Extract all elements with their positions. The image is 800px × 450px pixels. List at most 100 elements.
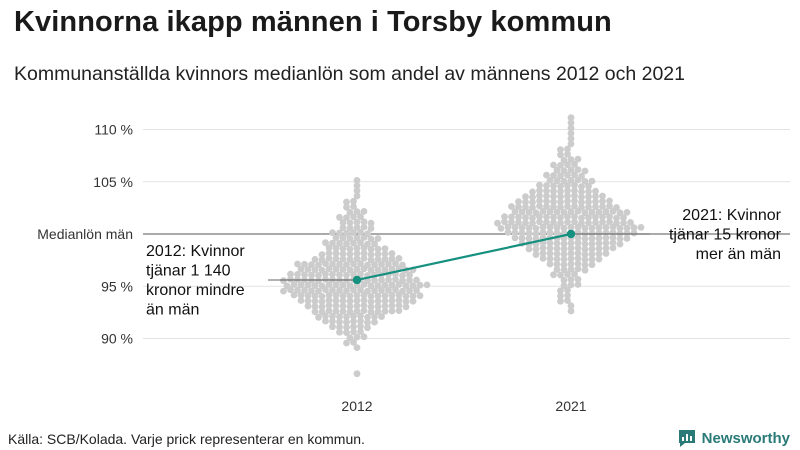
data-point xyxy=(543,197,550,205)
data-point xyxy=(311,308,319,316)
data-point xyxy=(346,334,354,342)
data-point xyxy=(325,265,333,273)
data-point xyxy=(339,224,347,232)
data-point xyxy=(571,160,578,168)
data-point xyxy=(606,202,613,210)
data-point xyxy=(353,218,361,226)
data-point xyxy=(532,225,540,232)
data-point xyxy=(409,297,417,305)
data-point xyxy=(543,187,550,195)
data-point xyxy=(581,240,589,248)
data-point xyxy=(567,114,575,122)
data-point xyxy=(581,245,589,253)
data-point xyxy=(364,261,371,269)
data-point xyxy=(532,251,540,258)
data-point xyxy=(546,177,554,184)
data-point xyxy=(560,167,568,175)
data-point xyxy=(385,286,392,294)
data-point xyxy=(511,229,519,237)
data-point xyxy=(367,303,375,311)
data-point xyxy=(522,193,529,201)
data-point xyxy=(543,171,550,179)
data-point xyxy=(336,323,343,331)
data-point xyxy=(557,287,564,295)
y-tick-label: 110 % xyxy=(94,122,133,138)
data-point xyxy=(553,250,561,258)
data-point xyxy=(609,239,617,247)
data-point xyxy=(546,239,554,247)
data-point xyxy=(564,145,571,153)
data-point xyxy=(574,166,582,174)
data-point xyxy=(346,224,354,232)
data-point xyxy=(322,239,329,247)
data-point xyxy=(346,245,354,253)
data-point xyxy=(301,271,308,279)
data-point xyxy=(346,282,354,289)
highlight-point-2021 xyxy=(566,229,576,239)
annotation-line: kronor mindre xyxy=(146,282,245,299)
data-point xyxy=(550,203,557,211)
data-point xyxy=(294,271,301,278)
data-point xyxy=(357,322,364,330)
data-point xyxy=(367,219,375,227)
data-point xyxy=(550,219,557,226)
data-point xyxy=(592,193,599,200)
data-point xyxy=(592,203,599,211)
data-point xyxy=(367,308,375,316)
data-point xyxy=(318,308,326,316)
data-point xyxy=(504,228,512,236)
data-point xyxy=(332,234,340,242)
data-point xyxy=(374,297,382,305)
data-point xyxy=(588,261,596,269)
newsworthy-icon xyxy=(678,430,695,447)
data-point xyxy=(546,224,554,231)
data-point xyxy=(343,339,350,347)
data-point xyxy=(374,282,382,289)
data-point xyxy=(374,235,382,242)
data-point xyxy=(585,188,592,195)
data-point xyxy=(557,198,564,206)
data-point xyxy=(581,178,589,185)
data-point xyxy=(350,239,357,247)
data-point xyxy=(297,281,305,289)
data-point xyxy=(374,250,382,258)
brand-logo[interactable]: Newsworthy xyxy=(677,428,790,448)
data-point xyxy=(564,291,571,299)
data-point xyxy=(616,235,624,243)
data-point xyxy=(350,328,357,336)
y-tick-label: 95 % xyxy=(101,278,133,294)
data-point xyxy=(581,261,589,269)
data-point xyxy=(343,214,350,222)
data-point xyxy=(543,192,550,200)
data-point xyxy=(574,239,582,247)
data-point xyxy=(532,245,540,253)
data-point xyxy=(564,150,571,158)
data-point xyxy=(283,282,291,290)
data-point xyxy=(553,166,561,174)
data-point xyxy=(343,198,350,206)
data-point xyxy=(357,286,364,294)
data-point xyxy=(402,282,410,290)
data-point xyxy=(367,225,375,232)
data-point xyxy=(560,156,568,164)
data-point xyxy=(280,287,287,295)
data-point xyxy=(290,281,298,288)
data-point xyxy=(501,213,508,221)
highlight-point-2012 xyxy=(352,275,362,285)
data-point xyxy=(350,318,357,325)
data-point xyxy=(311,256,319,263)
data-point xyxy=(304,292,312,300)
data-point xyxy=(557,219,564,227)
data-point xyxy=(613,214,620,222)
data-point xyxy=(567,135,575,143)
data-point xyxy=(353,187,361,195)
data-point xyxy=(329,239,336,247)
annotation-2021: 2021: Kvinnor tjänar 15 kronor mer än män xyxy=(669,207,782,263)
data-point xyxy=(406,276,413,284)
data-point xyxy=(294,260,301,268)
data-point xyxy=(578,198,585,206)
data-point xyxy=(592,219,599,226)
data-point xyxy=(343,324,350,331)
data-point xyxy=(553,224,561,232)
data-point xyxy=(567,177,575,184)
